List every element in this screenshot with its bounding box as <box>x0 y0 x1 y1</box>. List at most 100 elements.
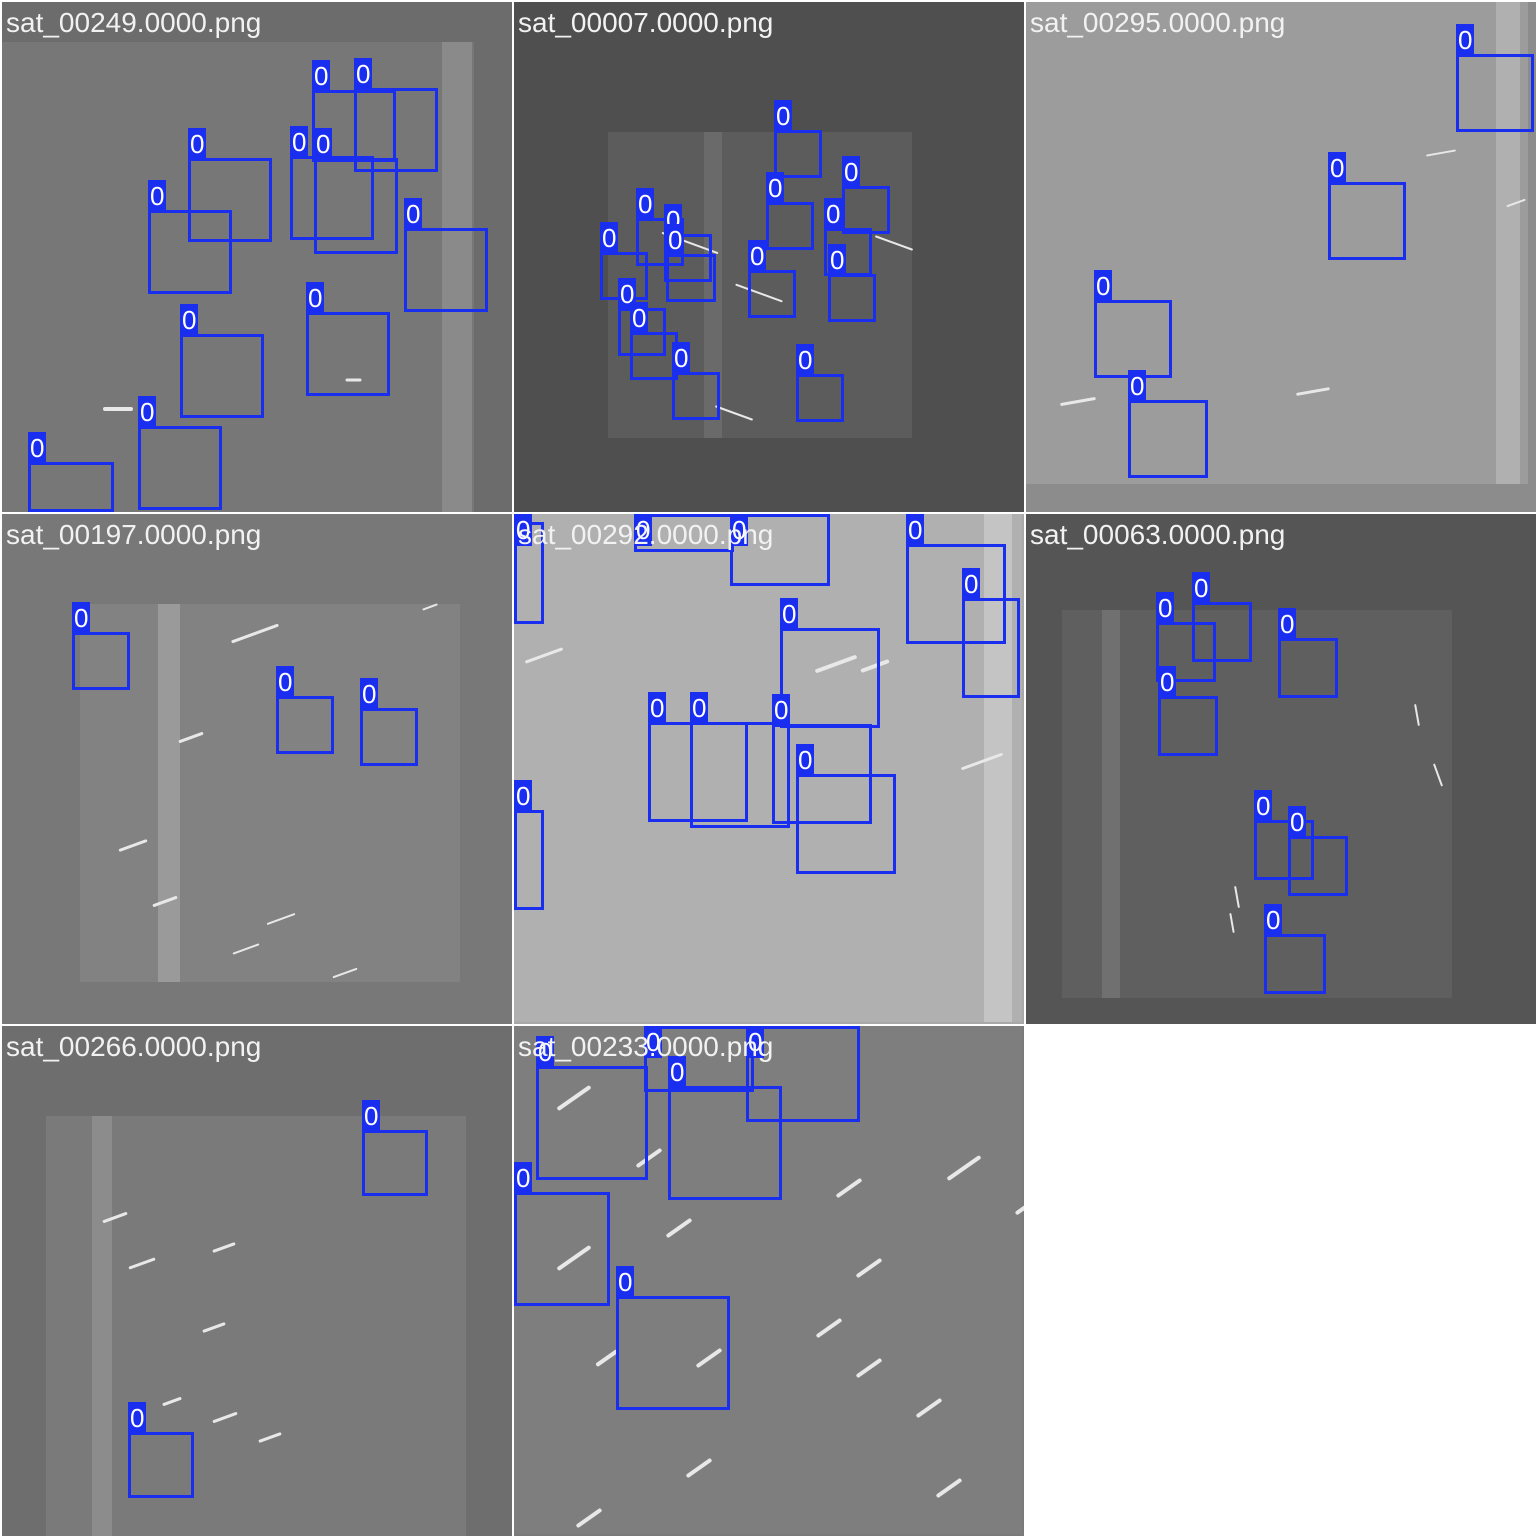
class-label: 0 <box>362 1100 381 1132</box>
detection-box <box>774 130 822 178</box>
sky-field <box>46 1116 466 1536</box>
class-label: 0 <box>314 128 333 160</box>
star-streak <box>103 407 133 411</box>
detection-box <box>1192 602 1252 662</box>
detection-box <box>138 426 222 510</box>
detection-box <box>536 1066 648 1180</box>
class-label: 0 <box>962 568 981 600</box>
class-label: 0 <box>1192 572 1211 604</box>
tile-filename: sat_00063.0000.png <box>1030 519 1286 550</box>
class-label: 0 <box>128 1402 147 1434</box>
detection-box <box>72 632 130 690</box>
detection-box <box>28 462 114 512</box>
sensor-stripe <box>158 604 180 982</box>
detection-box <box>730 514 830 586</box>
satellite-image <box>514 2 1024 512</box>
class-label: 0 <box>796 344 815 376</box>
class-label: 0 <box>312 60 331 92</box>
class-label: 0 <box>1328 152 1347 184</box>
detection-box <box>668 1086 782 1200</box>
class-label: 0 <box>148 180 167 212</box>
detection-box <box>276 696 334 754</box>
class-label: 0 <box>644 1026 663 1058</box>
satellite-image <box>2 1026 512 1536</box>
detection-box <box>666 254 716 302</box>
class-label: 0 <box>766 172 785 204</box>
class-label: 0 <box>514 514 533 546</box>
tile-filename: sat_00007.0000.png <box>518 7 774 38</box>
class-label: 0 <box>630 302 649 334</box>
satellite-image <box>514 514 1024 1024</box>
detection-box <box>746 1026 860 1122</box>
sensor-stripe <box>442 42 472 512</box>
detection-box <box>690 722 790 828</box>
detection-box <box>780 628 880 728</box>
sky-field <box>80 604 460 982</box>
image-tile: sat_00266.0000.png 0 0 <box>2 1026 512 1536</box>
class-label: 0 <box>354 58 373 90</box>
class-label: 0 <box>748 240 767 272</box>
class-label: 0 <box>1156 592 1175 624</box>
class-label: 0 <box>514 780 533 812</box>
class-label: 0 <box>824 198 843 230</box>
class-label: 0 <box>1094 270 1113 302</box>
detection-box <box>148 210 232 294</box>
detection-box <box>1328 182 1406 260</box>
class-label: 0 <box>906 514 925 546</box>
detection-box <box>314 158 398 254</box>
detection-box <box>842 186 890 234</box>
detection-box <box>664 234 712 282</box>
image-tile: sat_00292.0000.png 0 0 0 0 0 0 0 0 0 0 0 <box>514 514 1024 1024</box>
class-label: 0 <box>1456 24 1475 56</box>
detection-box <box>1128 400 1208 478</box>
class-label: 0 <box>360 678 379 710</box>
class-label: 0 <box>404 198 423 230</box>
image-tile: sat_00063.0000.png 0 0 0 0 0 0 0 <box>1026 514 1536 1024</box>
class-label: 0 <box>1128 370 1147 402</box>
detection-box <box>306 312 390 396</box>
detection-box <box>1264 934 1326 994</box>
tile-filename: sat_00266.0000.png <box>6 1031 262 1062</box>
detection-box <box>672 372 720 420</box>
image-tile: sat_00007.0000.png 0 0 0 0 0 0 0 0 0 0 0 0 0 0 <box>514 2 1024 512</box>
detection-box <box>1288 836 1348 896</box>
detection-box <box>1158 696 1218 756</box>
detection-box <box>796 374 844 422</box>
detection-box <box>796 774 896 874</box>
satellite-image <box>1026 2 1536 512</box>
detection-box <box>1254 820 1314 880</box>
class-label: 0 <box>772 694 791 726</box>
detection-box <box>180 334 264 418</box>
class-label: 0 <box>648 692 667 724</box>
detection-box <box>404 228 488 312</box>
tile-filename: sat_00197.0000.png <box>6 519 262 550</box>
detection-box <box>1156 622 1216 682</box>
detection-box <box>360 708 418 766</box>
satellite-image <box>514 1026 1024 1536</box>
class-label: 0 <box>672 342 691 374</box>
sensor-stripe <box>92 1116 112 1536</box>
detection-box <box>766 202 814 250</box>
satellite-image <box>1026 514 1536 1024</box>
sensor-stripe <box>1496 2 1520 484</box>
class-label: 0 <box>666 224 685 256</box>
class-label: 0 <box>668 1056 687 1088</box>
sky-field <box>608 132 912 438</box>
detection-box <box>630 332 678 380</box>
detection-box <box>644 1026 754 1092</box>
class-label: 0 <box>536 1036 555 1068</box>
class-label: 0 <box>28 432 47 464</box>
class-label: 0 <box>188 128 207 160</box>
tile-filename: sat_00295.0000.png <box>1030 7 1286 38</box>
sensor-stripe <box>1102 610 1120 998</box>
class-label: 0 <box>796 744 815 776</box>
class-label: 0 <box>600 222 619 254</box>
class-label: 0 <box>306 282 325 314</box>
satellite-image <box>2 514 512 1024</box>
detection-box <box>1456 54 1534 132</box>
detection-box <box>128 1432 194 1498</box>
class-label: 0 <box>828 244 847 276</box>
class-label: 0 <box>636 188 655 220</box>
detection-box <box>748 270 796 318</box>
